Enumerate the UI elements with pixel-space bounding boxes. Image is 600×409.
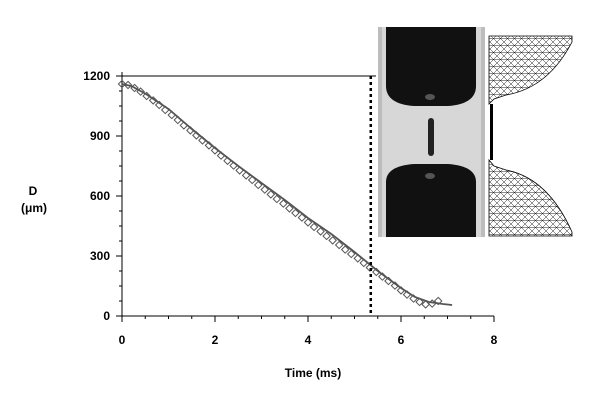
data-point xyxy=(117,79,127,89)
series-curve xyxy=(121,83,453,306)
y-axis: 0 300 600 900 1200 xyxy=(83,69,122,323)
data-point xyxy=(142,91,151,101)
y-tick-label: 600 xyxy=(90,189,110,203)
data-point xyxy=(334,240,344,250)
y-axis-title-line2: (μm) xyxy=(21,201,47,215)
data-point xyxy=(253,180,263,190)
y-tick-label: 0 xyxy=(103,309,110,323)
data-point xyxy=(260,185,270,194)
y-tick-label: 1200 xyxy=(83,69,110,83)
data-point xyxy=(415,297,424,307)
data-point xyxy=(266,190,276,199)
data-point xyxy=(279,199,288,208)
x-tick-label: 0 xyxy=(119,333,126,347)
data-point xyxy=(328,236,337,245)
x-tick-label: 6 xyxy=(398,333,405,347)
data-point xyxy=(291,208,300,218)
data-point xyxy=(297,213,307,222)
data-point xyxy=(346,249,356,259)
data-point xyxy=(421,300,430,309)
data-point xyxy=(340,245,350,254)
data-point xyxy=(285,204,294,213)
y-axis-title-line1: D xyxy=(29,184,38,198)
y-tick-label: 900 xyxy=(90,129,110,143)
x-tick-label: 2 xyxy=(212,333,219,347)
data-point xyxy=(123,80,133,90)
data-point xyxy=(322,231,331,241)
data-point xyxy=(433,296,443,306)
x-axis-title: Time (ms) xyxy=(285,366,341,380)
y-tick-label: 300 xyxy=(90,249,110,263)
series-line xyxy=(121,83,453,306)
data-point xyxy=(316,227,325,236)
data-point xyxy=(309,222,319,232)
inset-mesh xyxy=(488,35,573,237)
data-point xyxy=(272,194,282,204)
x-axis: 0 2 4 6 8 xyxy=(119,316,498,347)
x-tick-label: 8 xyxy=(491,333,498,347)
data-point xyxy=(303,218,313,227)
inset-photo xyxy=(378,27,485,237)
x-tick-label: 4 xyxy=(305,333,312,347)
series-markers xyxy=(117,79,443,309)
data-point xyxy=(148,96,158,105)
